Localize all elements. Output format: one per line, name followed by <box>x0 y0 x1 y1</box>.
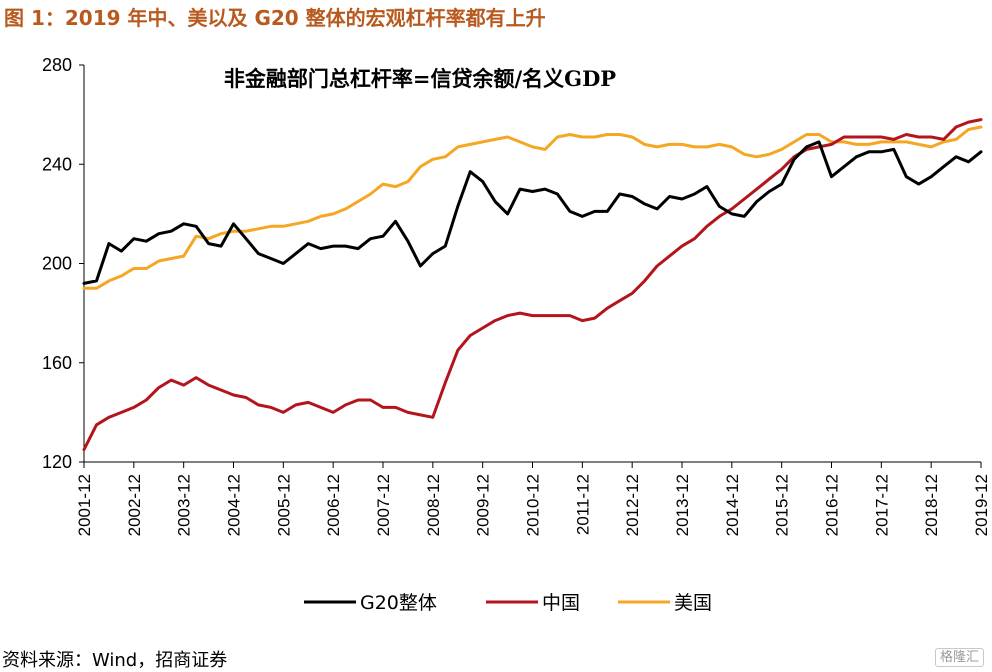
x-tick-label: 2014-12 <box>723 474 742 536</box>
series-line-1 <box>82 118 983 452</box>
chart-axes: 120 160 200 240 280 2001-12 2002-12 2003-12 2004… <box>42 55 991 536</box>
chart-series-layer <box>82 118 983 452</box>
y-tick-label: 280 <box>42 55 72 75</box>
x-tick-label: 2015-12 <box>773 474 792 536</box>
legend-label: 美国 <box>674 592 712 614</box>
series-line-0 <box>82 140 983 285</box>
x-tick-label: 2008-12 <box>424 474 443 536</box>
y-tick-label: 120 <box>42 452 72 472</box>
x-tick-label: 2016-12 <box>823 474 842 536</box>
chart-legend: G20整体 中国 美国 <box>304 592 712 614</box>
legend-label: G20整体 <box>360 592 437 614</box>
x-tick-label: 2011-12 <box>573 474 592 535</box>
legend-label: 中国 <box>542 592 580 614</box>
y-tick-label: 200 <box>42 254 72 274</box>
x-tick-label: 2004-12 <box>225 474 244 536</box>
x-tick-label: 2002-12 <box>125 474 144 536</box>
x-tick-label: 2018-12 <box>922 474 941 536</box>
x-tick-label: 2005-12 <box>274 474 293 536</box>
x-tick-label: 2010-12 <box>524 474 543 536</box>
x-tick-label: 2012-12 <box>623 474 642 536</box>
figure-title: 图 1：2019 年中、美以及 G20 整体的宏观杠杆率都有上升 <box>4 6 546 30</box>
y-tick-label: 160 <box>42 353 72 373</box>
y-tick-label: 240 <box>42 154 72 174</box>
figure-source: 资料来源：Wind，招商证券 <box>2 650 228 671</box>
chart-title: 非金融部门总杠杆率=信贷余额/名义GDP <box>224 66 616 91</box>
x-tick-label: 2013-12 <box>673 474 692 536</box>
watermark-logo: 格隆汇 <box>934 648 984 667</box>
x-tick-label: 2019-12 <box>972 474 991 536</box>
x-tick-label: 2006-12 <box>324 474 343 536</box>
x-tick-label: 2007-12 <box>374 474 393 536</box>
x-tick-label: 2001-12 <box>75 474 94 536</box>
x-tick-label: 2003-12 <box>175 474 194 536</box>
series-line-2 <box>82 125 983 290</box>
x-tick-label: 2017-12 <box>872 474 891 536</box>
x-tick-label: 2009-12 <box>474 474 493 536</box>
